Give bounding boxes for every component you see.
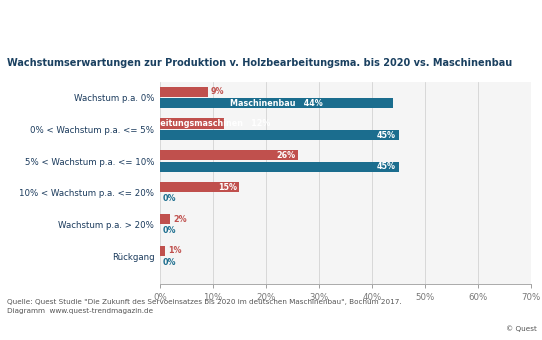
Text: Wachstumserwartungen zur Produktion v. Holzbearbeitungsma. bis 2020 vs. Maschine: Wachstumserwartungen zur Produktion v. H… xyxy=(7,58,512,68)
Text: Wachstumserwartungen von 6% p.a. zu Holzbearbeitungsmaschinen bis 2020: Wachstumserwartungen von 6% p.a. zu Holz… xyxy=(7,18,542,31)
Text: 45%: 45% xyxy=(377,131,396,139)
Text: Holzbearbeitungsmaschinen   12%: Holzbearbeitungsmaschinen 12% xyxy=(113,119,270,128)
Text: 26%: 26% xyxy=(276,151,295,160)
Bar xyxy=(160,182,240,192)
Bar xyxy=(160,162,398,172)
Bar xyxy=(160,98,393,108)
Text: 15%: 15% xyxy=(218,183,237,192)
Text: 45%: 45% xyxy=(377,162,396,171)
Bar xyxy=(160,246,165,256)
Text: 9%: 9% xyxy=(210,87,224,96)
Text: 0%: 0% xyxy=(163,226,176,235)
Text: 1%: 1% xyxy=(168,246,182,255)
Bar xyxy=(160,119,223,129)
Bar xyxy=(160,130,398,140)
Bar xyxy=(160,87,208,97)
Text: © Quest: © Quest xyxy=(506,325,537,332)
Text: Quelle: Quest Studie "Die Zukunft des Servoeinsatzes bis 2020 im deutschen Masch: Quelle: Quest Studie "Die Zukunft des Se… xyxy=(7,299,401,314)
Text: 2%: 2% xyxy=(173,215,187,223)
Bar xyxy=(160,214,171,224)
Text: 0%: 0% xyxy=(163,194,176,203)
Bar xyxy=(160,150,298,160)
Text: 0%: 0% xyxy=(163,258,176,267)
Text: Maschinenbau   44%: Maschinenbau 44% xyxy=(230,99,323,108)
